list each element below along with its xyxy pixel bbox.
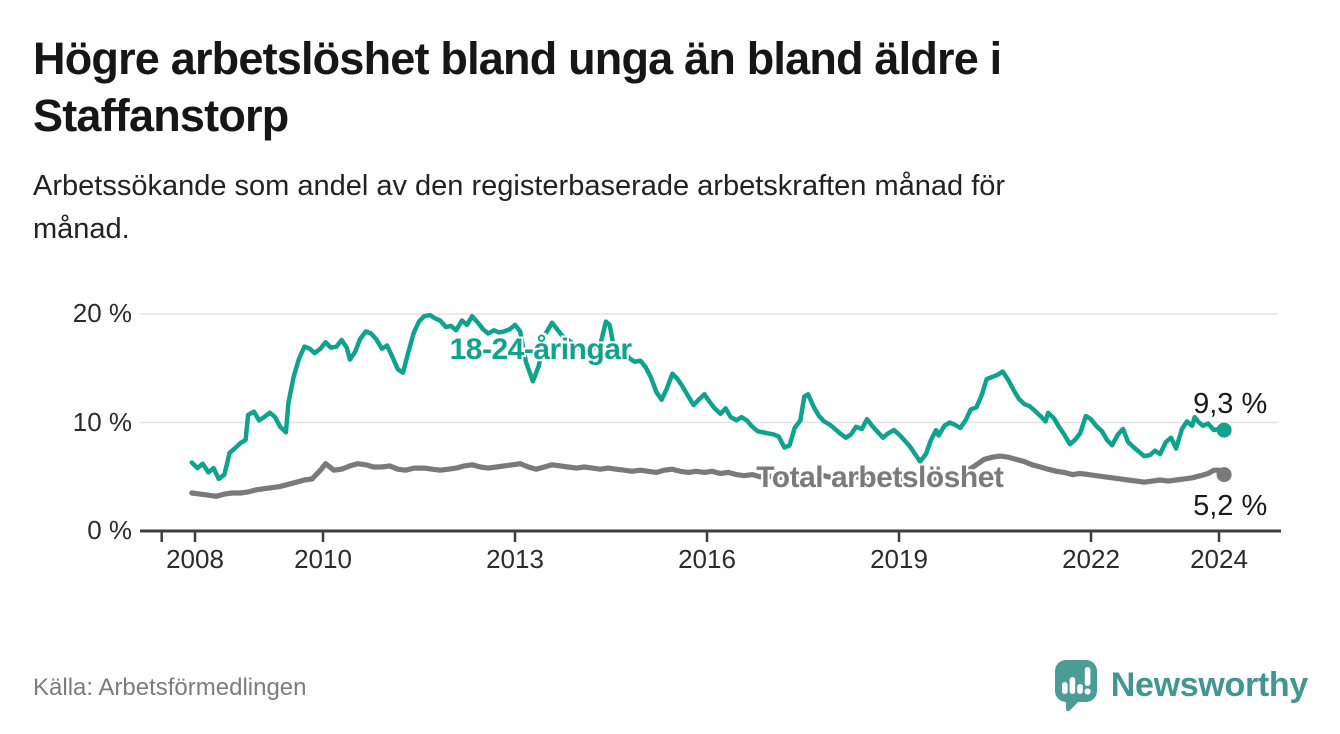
newsworthy-wordmark: Newsworthy (1110, 666, 1309, 704)
x-tick-label: 2022 (1062, 544, 1120, 574)
newsworthy-logo-icon (1054, 660, 1097, 712)
y-tick-label: 0 % (87, 515, 132, 545)
x-tick-label: 2010 (294, 544, 352, 574)
source-label: Källa: Arbetsförmedlingen (33, 674, 307, 701)
end-value-label-youth: 9,3 % (1193, 388, 1268, 421)
chart-title-line-1: Högre arbetslöshet bland unga än bland ä… (33, 33, 1002, 84)
series-label-total: Total arbetslöshet (756, 460, 1004, 494)
chart-subtitle: Arbetssökande som andel av den registerb… (33, 165, 1005, 251)
series-end-dot-total (1216, 467, 1232, 483)
chart-title: Högre arbetslöshet bland unga än bland ä… (33, 30, 1002, 144)
series-line-youth (189, 312, 1227, 482)
x-tick-label: 2016 (678, 544, 736, 574)
x-tick-label: 2019 (870, 544, 928, 574)
y-tick-label: 10 % (72, 406, 132, 437)
series-line-total (189, 453, 1227, 499)
chart-subtitle-line-1: Arbetssökande som andel av den registerb… (33, 170, 1006, 202)
chart-subtitle-line-2: månad. (33, 213, 130, 245)
y-tick-label: 20 % (72, 298, 132, 328)
newsworthy-logo: Newsworthy (1053, 658, 1308, 713)
end-value-label-total: 5,2 % (1193, 489, 1268, 522)
x-tick-label: 2013 (486, 544, 544, 574)
series-end-dot-youth (1216, 422, 1232, 438)
chart-title-line-2: Staffanstorp (33, 90, 289, 141)
series-label-youth: 18-24-åringar (449, 332, 632, 366)
x-tick-label: 2024 (1190, 544, 1248, 574)
x-tick-label: 2008 (166, 544, 224, 574)
